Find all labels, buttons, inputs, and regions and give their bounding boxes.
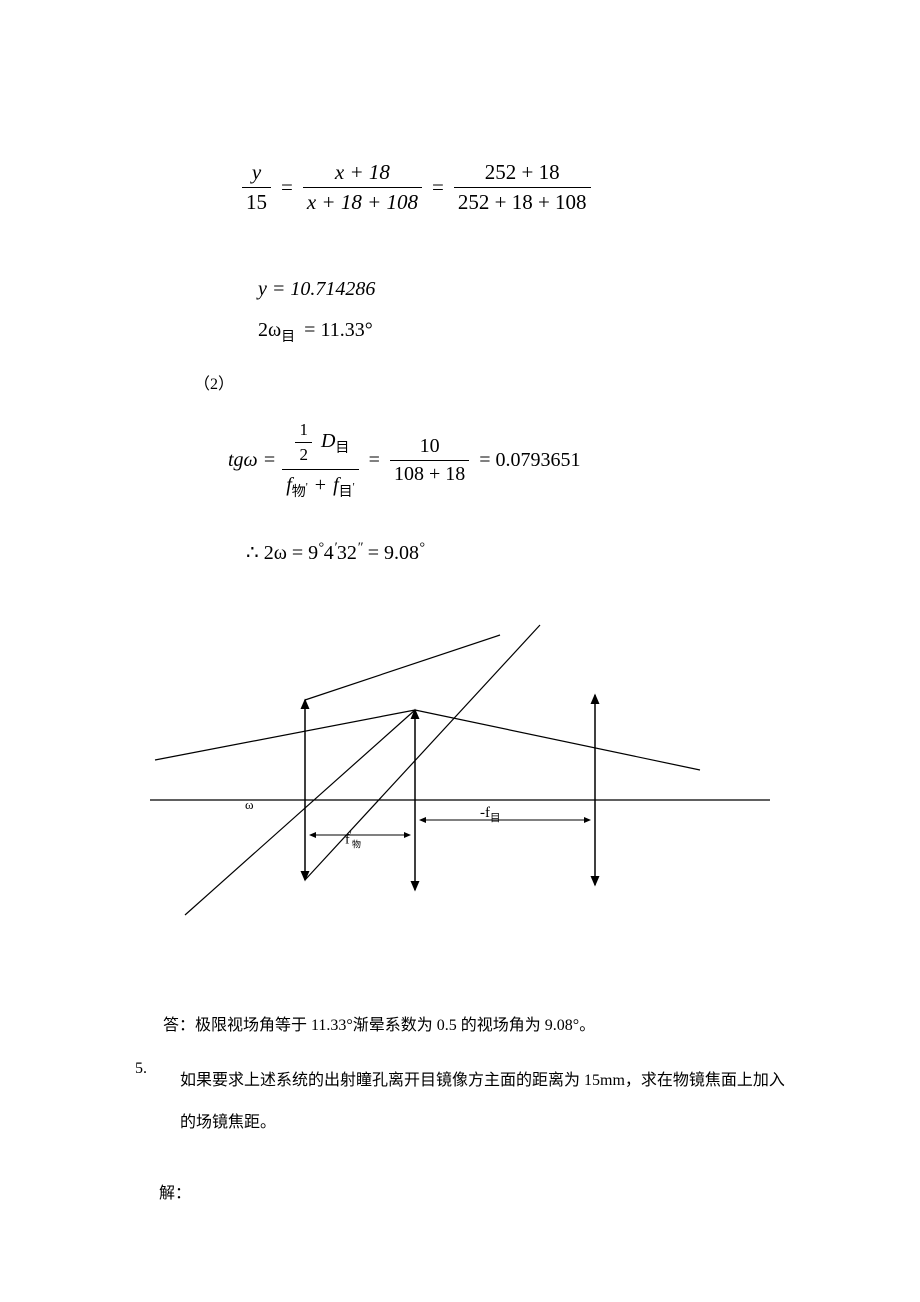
answer-text: 答：极限视场角等于 11.33°渐晕系数为 0.5 的视场角为 9.08°。 [163, 1012, 595, 1041]
eq3-rhs: = 0.0793651 [479, 449, 580, 472]
equation-2: y = 10.714286 2ω目 = 11.33° [258, 278, 375, 346]
ray-top-in [155, 710, 415, 760]
solution-label: 解： [159, 1180, 191, 1209]
omega-label: ω [245, 797, 254, 813]
eq3-lhs: tgω = [228, 449, 276, 472]
problem-5-number: 5. [135, 1060, 147, 1078]
equation-4: ∴ 2ω = 9°4′32″ = 9.08° [246, 540, 425, 565]
eq1-rhs-den: 252 + 18 + 108 [454, 188, 591, 215]
eq1-rhs-num: 252 + 18 [454, 160, 591, 188]
f-obj-label: f′物 [345, 830, 361, 850]
optics-diagram: ω f′物 -f目 [150, 605, 770, 935]
eq1-lhs-num: y [242, 160, 271, 188]
f-eye-label: -f目 [480, 805, 501, 825]
eq1-mid-den: x + 18 + 108 [303, 188, 422, 215]
eq2-line1: y = 10.714286 [258, 278, 375, 301]
ray-bottom-in [185, 710, 415, 915]
equation-3: tgω = 1 2 D目 f物' + f目' = 10 108 + 18 = 0… [228, 420, 581, 501]
equals-2: = [432, 175, 444, 200]
eq1-lhs-den: 15 [242, 188, 271, 215]
section-2-marker: （2） [194, 370, 234, 394]
eq2-line2: 2ω目 = 11.33° [258, 319, 375, 346]
equation-1: y 15 = x + 18 x + 18 + 108 = 252 + 18 25… [238, 160, 595, 215]
ray-cross [305, 625, 540, 880]
eq1-mid-num: x + 18 [303, 160, 422, 188]
ray-upper-extend [305, 635, 500, 700]
equals-3: = [369, 449, 380, 472]
equals-1: = [281, 175, 293, 200]
problem-5-text: 如果要求上述系统的出射瞳孔离开目镜像方主面的距离为 15mm，求在物镜焦面上加入… [180, 1060, 840, 1143]
ray-top-out [415, 710, 700, 770]
